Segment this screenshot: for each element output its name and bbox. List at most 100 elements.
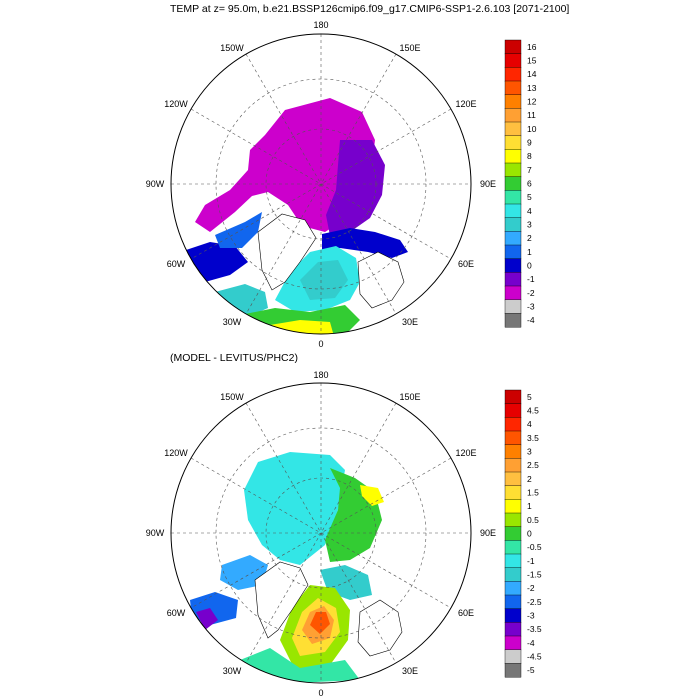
bottom-colorbar-label-17: -3.5	[527, 624, 542, 634]
top-colorbar-box-17	[504, 272, 522, 287]
bottom-lon-150e: 150E	[399, 392, 420, 402]
bottom-colorbar-box-19	[504, 649, 522, 664]
top-lon-60w: 60W	[167, 259, 186, 269]
top-colorbar-box-16	[504, 258, 522, 273]
top-colorbar-label-0: 16	[527, 42, 537, 52]
top-lon-180: 180	[313, 20, 328, 30]
top-colorbar-box-3	[504, 80, 522, 96]
top-lon-60e: 60E	[458, 259, 474, 269]
top-lon-150e: 150E	[399, 43, 420, 53]
bottom-lon-180: 180	[313, 370, 328, 380]
bottom-colorbar-label-20: -5	[527, 665, 535, 675]
bottom-colorbar-label-13: -1.5	[527, 570, 542, 580]
top-lon-30w: 30W	[223, 317, 242, 327]
top-colorbar-label-5: 11	[527, 110, 536, 120]
top-lon-120e: 120E	[455, 99, 476, 109]
bottom-colorbar-label-19: -4.5	[527, 652, 542, 662]
top-colorbar-box-19	[504, 299, 522, 314]
bottom-colorbar-label-9: 0.5	[527, 515, 539, 525]
top-region-north-atlantic-warm	[270, 320, 335, 334]
top-colorbar-box-1	[504, 53, 522, 68]
main-title: TEMP at z= 95.0m, b.e21.BSSP126cmip6.f09…	[170, 3, 569, 15]
top-map: 180 0 150W 120W 90W 60W 30W 150E 120E 90…	[146, 20, 496, 349]
top-colorbar-box-9	[504, 162, 522, 178]
bottom-colorbar-label-6: 2	[527, 474, 532, 484]
top-colorbar-box-13	[504, 217, 522, 232]
bottom-colorbar-box-3	[504, 430, 522, 446]
bottom-colorbar-box-15	[504, 594, 522, 610]
bottom-colorbar-label-5: 2.5	[527, 460, 539, 470]
top-colorbar-label-3: 13	[527, 83, 537, 93]
bottom-colorbar-box-14	[504, 581, 522, 596]
bottom-colorbar-box-2	[504, 417, 522, 432]
bottom-colorbar-box-4	[504, 444, 522, 459]
bottom-colorbar-label-3: 3.5	[527, 433, 539, 443]
bottom-colorbar-box-16	[504, 608, 522, 623]
top-region-eurasian-shelf	[326, 140, 385, 236]
bottom-region-central-arctic	[244, 452, 345, 565]
top-map-field	[186, 98, 408, 334]
top-colorbar-box-15	[504, 244, 522, 260]
top-colorbar-label-1: 15	[527, 56, 537, 66]
top-region-central-arctic	[195, 98, 375, 232]
bottom-map-border	[170, 382, 472, 684]
top-lon-30e: 30E	[402, 317, 418, 327]
bottom-colorbar-box-1	[504, 403, 522, 418]
top-colorbar-label-14: 2	[527, 233, 532, 243]
top-colorbar-box-2	[504, 67, 522, 82]
bottom-colorbar-box-6	[504, 471, 522, 487]
bottom-colorbar-box-17	[504, 622, 522, 637]
top-colorbar-box-7	[504, 135, 522, 150]
bottom-colorbar-label-15: -2.5	[527, 597, 542, 607]
bottom-lon-90e: 90E	[480, 528, 496, 538]
bottom-region-kara-yellow	[360, 485, 384, 506]
bottom-colorbar-label-14: -2	[527, 583, 535, 593]
top-lon-120w: 120W	[164, 99, 188, 109]
top-colorbar-label-8: 8	[527, 151, 532, 161]
bottom-lon-120e: 120E	[455, 448, 476, 458]
bottom-region-norwegian-red	[310, 612, 330, 634]
top-colorbar-label-2: 14	[527, 69, 537, 79]
top-colorbar-box-14	[504, 231, 522, 246]
top-colorbar-label-17: -1	[527, 274, 535, 284]
top-region-baffin	[215, 212, 262, 248]
bottom-colorbar-label-8: 1	[527, 501, 532, 511]
top-colorbar-label-6: 10	[527, 124, 537, 134]
top-map-border	[170, 33, 472, 335]
bottom-colorbar-box-10	[504, 526, 522, 541]
bottom-colorbar-label-1: 4.5	[527, 406, 539, 416]
bottom-graticule	[171, 383, 471, 683]
top-region-barents	[322, 228, 408, 258]
bottom-colorbar-box-0	[504, 389, 522, 405]
top-colorbar-label-10: 6	[527, 179, 532, 189]
top-colorbar-box-11	[504, 190, 522, 205]
bottom-lon-90w: 90W	[146, 528, 165, 538]
bottom-lon-0: 0	[318, 688, 323, 698]
top-colorbar-label-18: -2	[527, 288, 535, 298]
top-colorbar-box-18	[504, 285, 522, 301]
bottom-colorbar-box-7	[504, 485, 522, 500]
difference-subtitle: (MODEL - LEVITUS/PHC2)	[170, 352, 298, 364]
top-colorbar-label-12: 4	[527, 206, 532, 216]
top-colorbar-box-6	[504, 121, 522, 137]
bottom-land-scandinavia	[357, 599, 403, 657]
top-colorbar-box-0	[504, 39, 522, 55]
bottom-colorbar-box-13	[504, 567, 522, 582]
bottom-colorbar-box-12	[504, 553, 522, 569]
top-colorbar-label-20: -4	[527, 315, 535, 325]
top-lon-150w: 150W	[220, 43, 244, 53]
top-colorbar-label-7: 9	[527, 138, 532, 148]
top-region-hudson	[186, 242, 248, 282]
top-colorbar-label-19: -3	[527, 302, 535, 312]
bottom-colorbar: 5 4.5 4 3.5 3 2.5 2 1.5 1 0.5 0 -0.5 -1 -1.5 -2 -2.5 -3 -…	[504, 389, 542, 678]
bottom-lon-150w: 150W	[220, 392, 244, 402]
bottom-colorbar-label-12: -1	[527, 556, 535, 566]
bottom-colorbar-label-18: -4	[527, 638, 535, 648]
top-colorbar-box-20	[504, 313, 522, 328]
bottom-map-field	[190, 452, 403, 683]
top-colorbar-label-4: 12	[527, 97, 537, 107]
bottom-colorbar-label-11: -0.5	[527, 542, 542, 552]
bottom-colorbar-box-20	[504, 663, 522, 678]
